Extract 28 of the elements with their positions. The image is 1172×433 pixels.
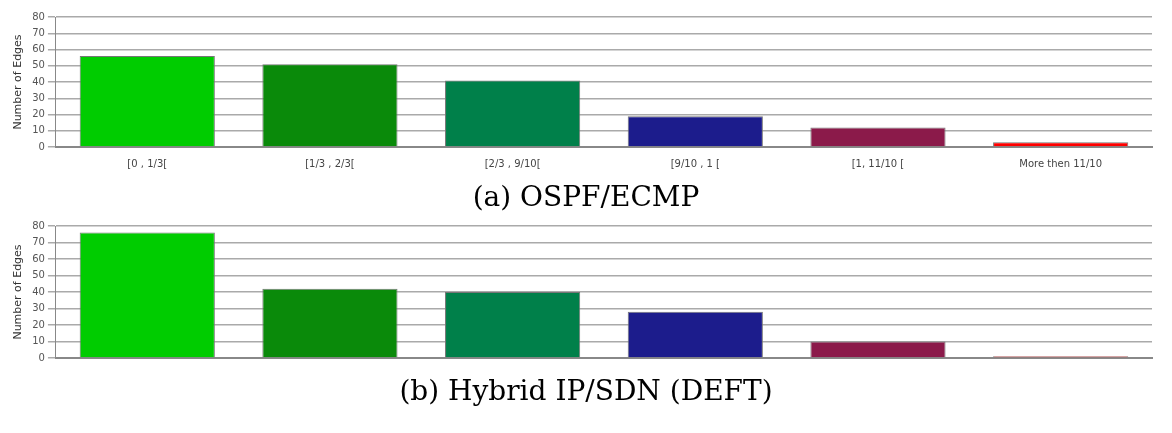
y-tick-label: 50 xyxy=(32,269,45,281)
y-tick-label: 60 xyxy=(32,252,45,264)
x-tick-label: [2/3 , 9/10[ xyxy=(484,157,541,169)
x-tick-label: [1, 11/10 [ xyxy=(851,157,905,169)
x-tick-label: [0 , 1/3[ xyxy=(127,157,168,169)
x-tick-label: More then 11/10 xyxy=(1019,157,1103,169)
y-tick-label: 20 xyxy=(32,108,45,120)
y-tick-label: 40 xyxy=(32,285,45,297)
x-tick-label: [9/10 , 1 [ xyxy=(670,157,720,169)
y-tick-label: 80 xyxy=(32,10,45,22)
text: (a) OSPF/ECMP xyxy=(471,179,701,215)
y-tick-label: 80 xyxy=(32,219,45,231)
y-axis-title: Number of Edges xyxy=(11,244,25,340)
y-tick-label: 10 xyxy=(32,335,45,347)
y-tick-label: 70 xyxy=(32,236,45,248)
y-axis-title: Number of Edges xyxy=(11,34,25,130)
y-tick-label: 10 xyxy=(32,124,45,136)
y-tick-label: 40 xyxy=(32,75,45,87)
y-tick-label: 20 xyxy=(32,318,45,330)
y-tick-label: 50 xyxy=(32,59,45,71)
y-tick-label: 60 xyxy=(32,43,45,55)
text: (b) Hybrid IP/SDN (DEFT) xyxy=(398,373,774,409)
y-tick-label: 0 xyxy=(38,140,45,152)
y-tick-label: 30 xyxy=(32,302,45,314)
x-tick-label: [1/3 , 2/3[ xyxy=(305,157,355,169)
y-tick-label: 30 xyxy=(32,91,45,103)
y-tick-label: 70 xyxy=(32,26,45,38)
y-tick-label: 0 xyxy=(38,351,45,363)
